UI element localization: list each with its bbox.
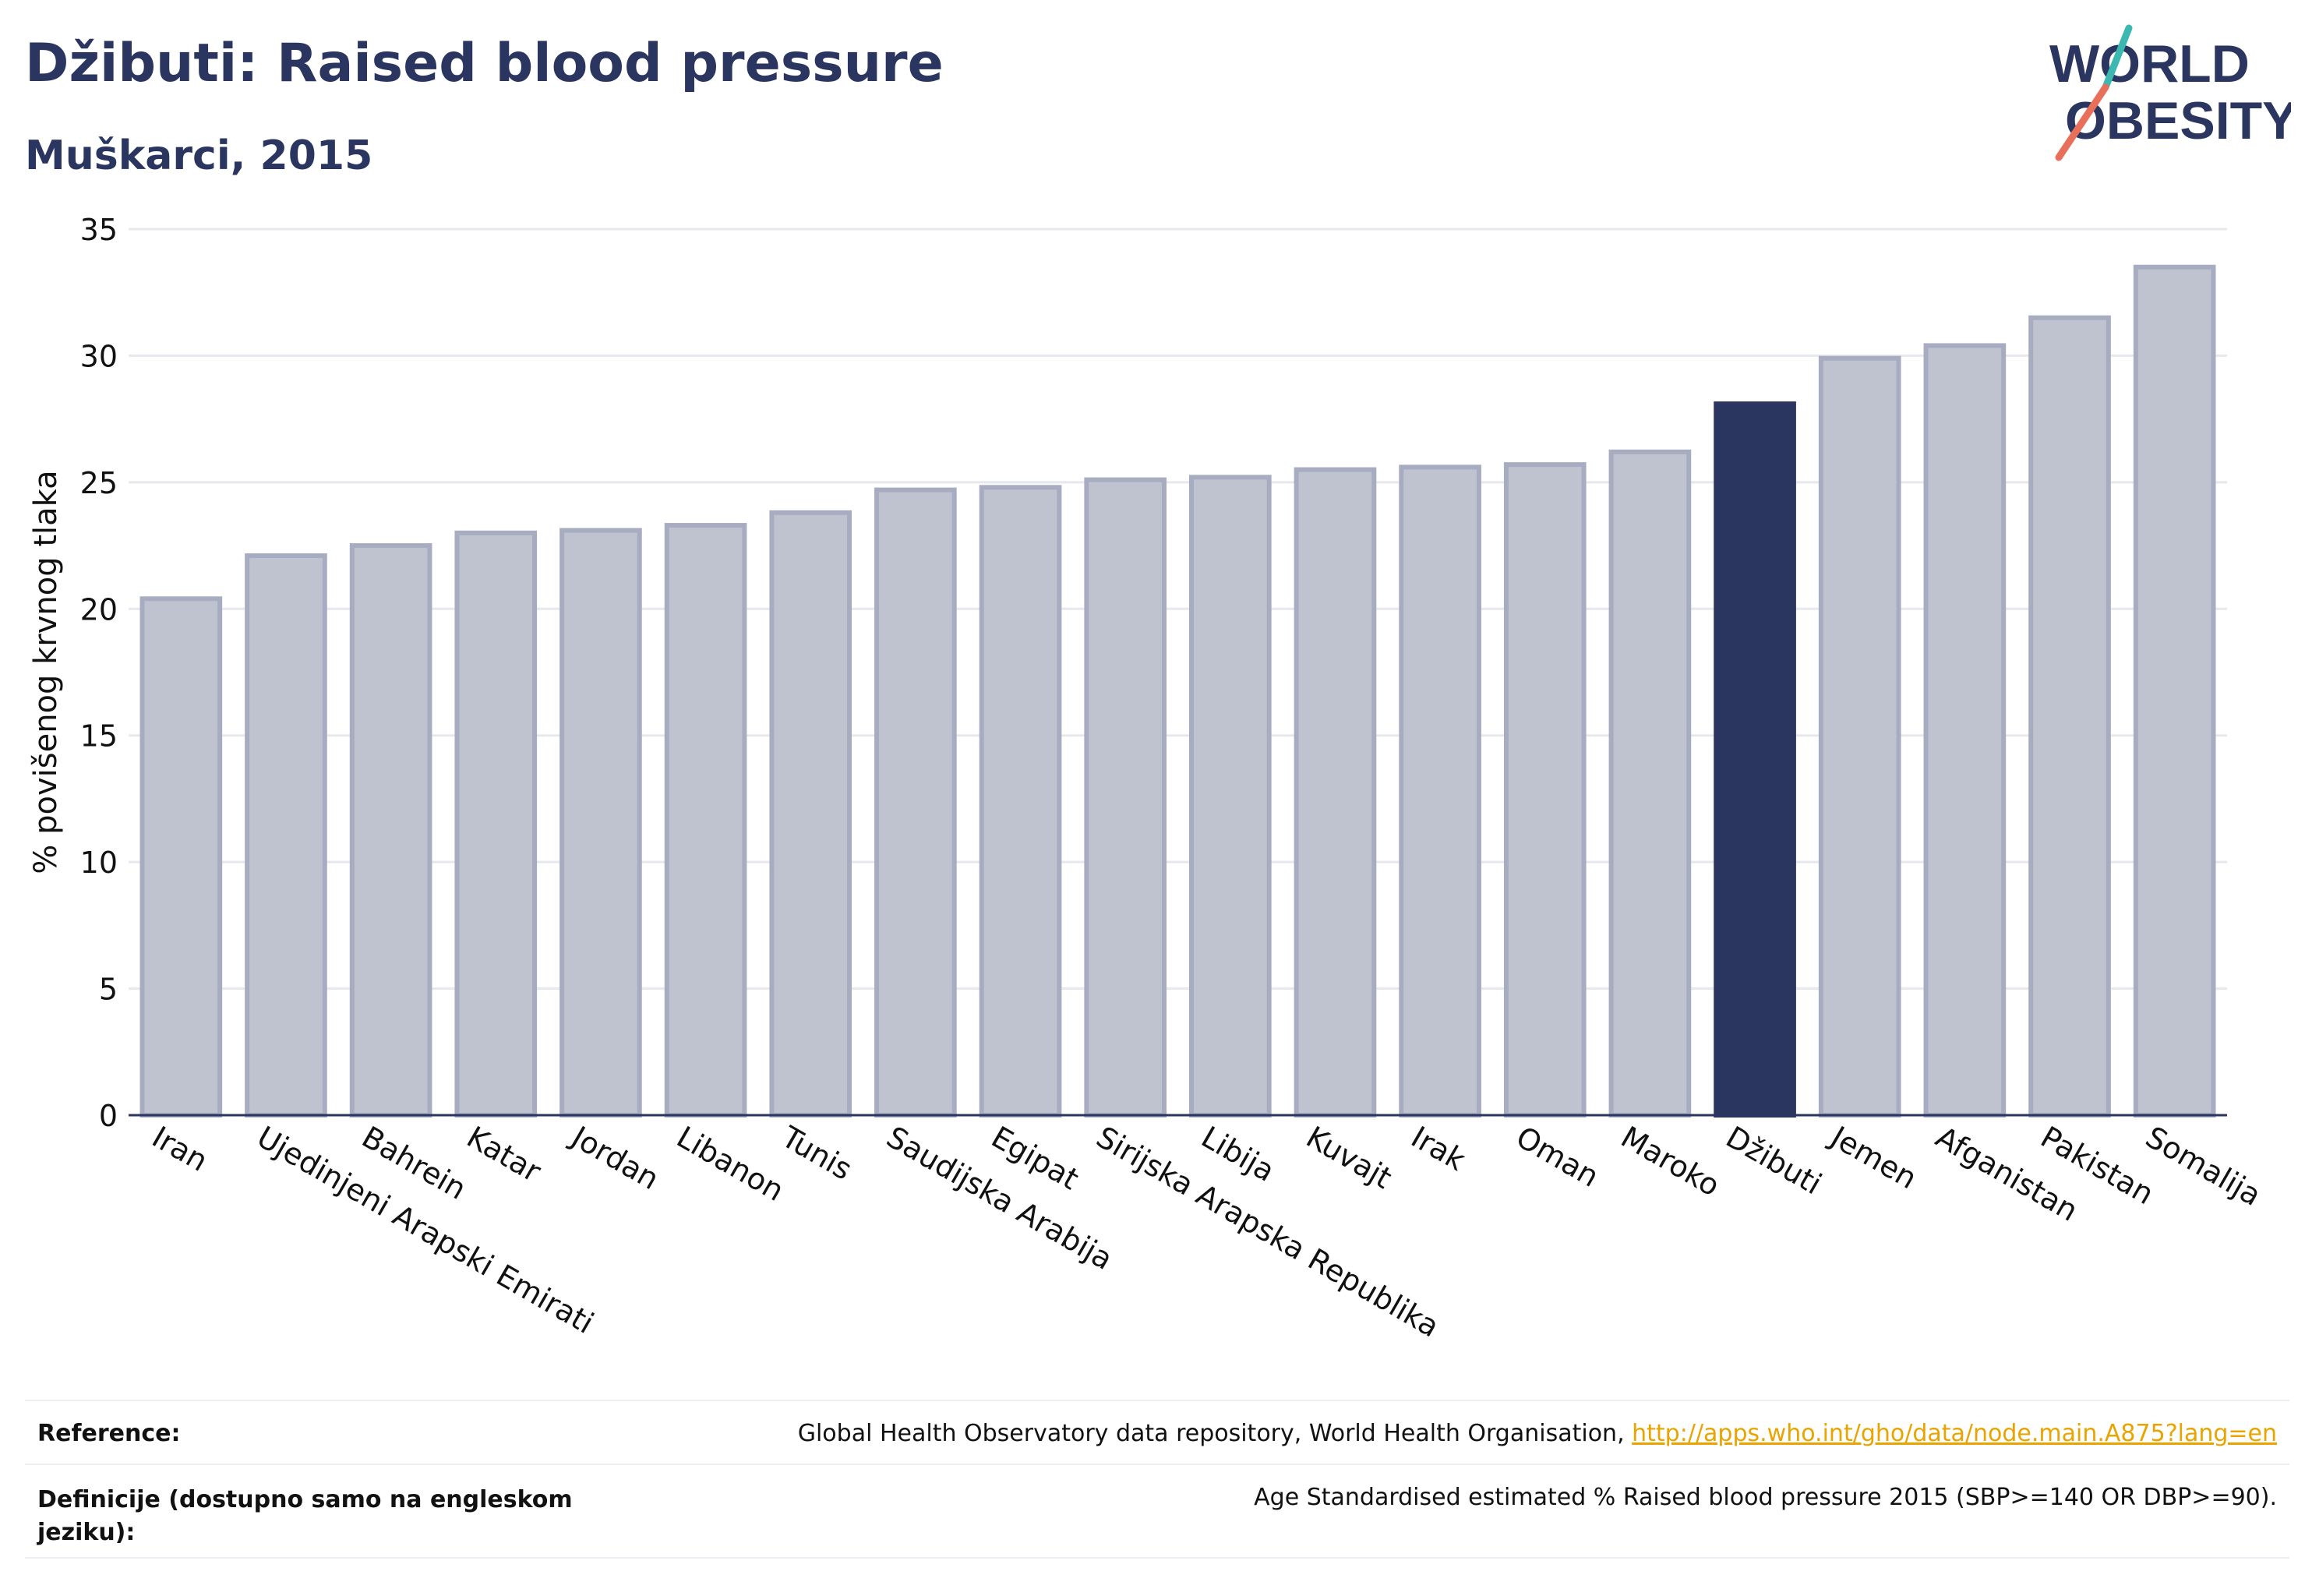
x-tick-label: Jemen: [1823, 1119, 1922, 1196]
x-tick-label: Jordan: [565, 1119, 665, 1197]
y-tick-label: 5: [99, 973, 118, 1007]
x-tick-label: Maroko: [1615, 1120, 1726, 1203]
y-tick-label: 0: [99, 1099, 118, 1133]
y-tick-label: 25: [80, 466, 118, 500]
logo-line-1: WORLD: [2049, 34, 2250, 94]
logo-slash-coral: [2055, 83, 2109, 161]
reference-link[interactable]: http://apps.who.int/gho/data/node.main.A…: [1632, 1420, 2277, 1447]
logo-line-2: OBESITY: [2065, 91, 2291, 150]
bar-18: [2028, 315, 2111, 1118]
chart-title: Džibuti: Raised blood pressure: [25, 33, 944, 94]
y-tick-label: 35: [80, 213, 118, 247]
bar-16: [1818, 355, 1901, 1118]
bar-13: [1503, 462, 1587, 1118]
x-tick-label: Katar: [461, 1120, 547, 1189]
bar-chart: 0 5 10 15 20 25 30 35 % povišenog krvnog tlaka Ir…: [28, 213, 2267, 1344]
reference-value: Global Health Observatory data repositor…: [798, 1420, 2277, 1447]
definition-text: Age Standardised estimated % Raised bloo…: [1254, 1484, 2277, 1511]
y-tick-label: 15: [80, 719, 118, 754]
bar-9: [1084, 477, 1167, 1118]
reference-row: Reference: Global Health Observatory dat…: [25, 1400, 2289, 1465]
reference-label: Reference:: [37, 1420, 181, 1447]
bar-7: [874, 487, 957, 1118]
x-tick-label: Irak: [1406, 1120, 1471, 1178]
bar-17: [1923, 343, 2007, 1118]
y-tick-label: 10: [80, 846, 118, 880]
y-tick-label: 30: [80, 339, 118, 373]
bar-5: [664, 523, 747, 1118]
x-tick-label: Kuvajt: [1301, 1120, 1397, 1195]
definition-label: Definicije (dostupno samo na engleskom j…: [37, 1486, 573, 1546]
bar-2: [349, 543, 432, 1118]
bar-3: [454, 530, 538, 1118]
bar-14: [1608, 449, 1692, 1118]
x-tick-label: Libanon: [671, 1120, 789, 1208]
x-tick-label: Somalija: [2140, 1120, 2267, 1213]
bar-15: [1714, 401, 1796, 1118]
bar-0: [139, 596, 223, 1118]
x-tick-label: Iran: [146, 1120, 214, 1178]
bar-12: [1399, 464, 1481, 1118]
bar-4: [559, 528, 642, 1118]
bar-19: [2133, 264, 2216, 1118]
chart-subtitle: Muškarci, 2015: [25, 132, 373, 179]
bar-10: [1189, 475, 1272, 1118]
bar-6: [769, 510, 852, 1118]
bar-8: [979, 485, 1062, 1118]
logo-slash-teal: [2102, 24, 2133, 91]
y-axis-label: % povišenog krvnog tlaka: [28, 470, 64, 874]
y-tick-label: 20: [80, 592, 118, 627]
reference-text: Global Health Observatory data repositor…: [797, 1420, 1633, 1447]
world-obesity-logo: WORLD OBESITY: [2049, 24, 2291, 161]
x-tick-label: Oman: [1510, 1120, 1604, 1194]
bar-1: [245, 553, 327, 1118]
x-tick-label: Džibuti: [1721, 1120, 1828, 1202]
bar-11: [1294, 467, 1377, 1118]
definition-row: Definicije (dostupno samo na engleskom j…: [25, 1464, 2289, 1559]
